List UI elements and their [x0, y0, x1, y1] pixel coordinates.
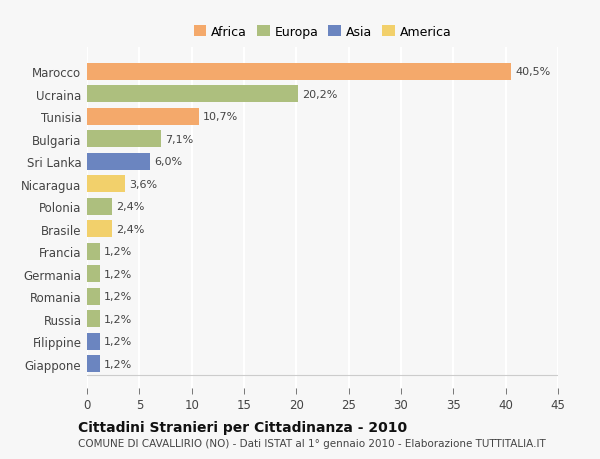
Bar: [87, 153, 150, 170]
Text: 1,2%: 1,2%: [104, 336, 132, 347]
Bar: [87, 288, 100, 305]
Bar: [87, 243, 100, 260]
Text: 1,2%: 1,2%: [104, 291, 132, 302]
Text: 1,2%: 1,2%: [104, 269, 132, 279]
Bar: [87, 176, 125, 193]
Text: 2,4%: 2,4%: [116, 202, 145, 212]
Text: Cittadini Stranieri per Cittadinanza - 2010: Cittadini Stranieri per Cittadinanza - 2…: [78, 420, 407, 434]
Legend: Africa, Europa, Asia, America: Africa, Europa, Asia, America: [188, 21, 457, 44]
Text: 7,1%: 7,1%: [166, 134, 194, 145]
Text: 6,0%: 6,0%: [154, 157, 182, 167]
Text: 1,2%: 1,2%: [104, 247, 132, 257]
Bar: [87, 311, 100, 328]
Text: 10,7%: 10,7%: [203, 112, 238, 122]
Bar: [87, 266, 100, 283]
Text: 20,2%: 20,2%: [302, 90, 338, 100]
Text: 1,2%: 1,2%: [104, 314, 132, 324]
Bar: [87, 131, 161, 148]
Text: COMUNE DI CAVALLIRIO (NO) - Dati ISTAT al 1° gennaio 2010 - Elaborazione TUTTITA: COMUNE DI CAVALLIRIO (NO) - Dati ISTAT a…: [78, 438, 546, 448]
Bar: [87, 86, 298, 103]
Bar: [87, 198, 112, 215]
Bar: [87, 356, 100, 372]
Text: 40,5%: 40,5%: [515, 67, 550, 77]
Text: 2,4%: 2,4%: [116, 224, 145, 234]
Bar: [87, 108, 199, 125]
Bar: [87, 64, 511, 80]
Text: 1,2%: 1,2%: [104, 359, 132, 369]
Bar: [87, 221, 112, 238]
Bar: [87, 333, 100, 350]
Text: 3,6%: 3,6%: [129, 179, 157, 189]
